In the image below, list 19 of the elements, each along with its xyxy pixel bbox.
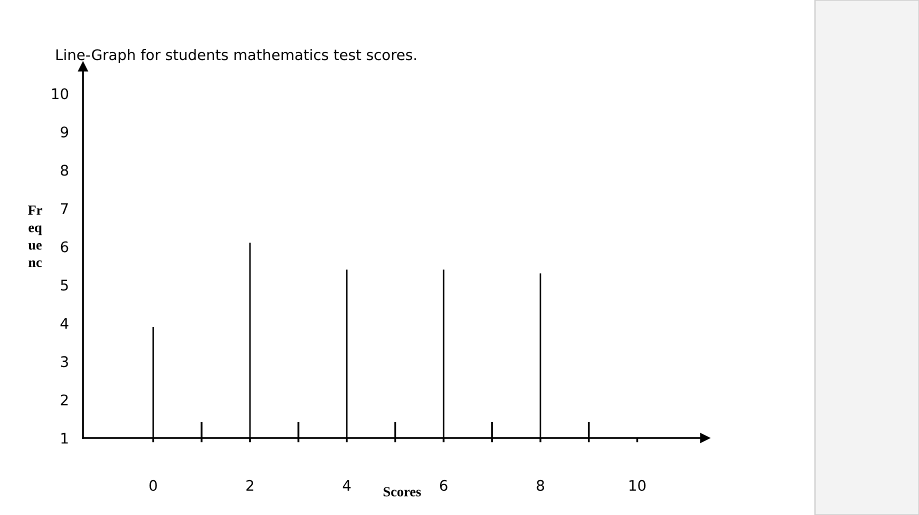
y-tick-label: 2 xyxy=(60,394,68,406)
y-tick-label: 8 xyxy=(60,164,68,176)
y-tick-label: 7 xyxy=(61,203,68,214)
x-tick-label: 4 xyxy=(342,480,351,491)
y-tick-label: 4 xyxy=(60,318,68,329)
x-axis-title: Scores xyxy=(384,487,421,496)
y-tick-label: 3 xyxy=(60,356,68,368)
y-tick-label: 9 xyxy=(60,126,68,138)
x-tick-label: 8 xyxy=(536,480,544,491)
y-tick-label: 5 xyxy=(60,280,68,291)
y-tick-label: 1 xyxy=(61,432,68,444)
x-tick-label: 10 xyxy=(630,480,646,491)
chart-title: Line-Graph for students mathematics test scores. xyxy=(56,48,416,64)
y-tick-label: 10 xyxy=(52,88,68,100)
x-tick-label: 0 xyxy=(150,480,157,491)
x-tick-label: 2 xyxy=(246,480,254,491)
x-tick-label: 6 xyxy=(440,480,448,491)
y-tick-label: 6 xyxy=(60,241,68,252)
y-axis-title: Fr eq ue nc xyxy=(28,206,42,268)
